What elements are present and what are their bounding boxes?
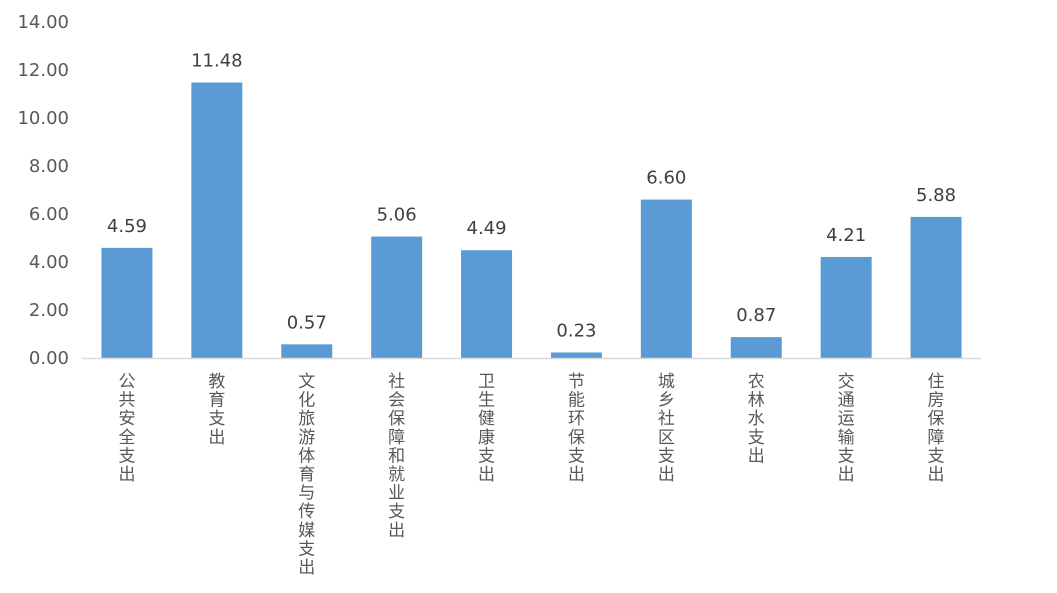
bar [820,256,872,358]
category-label: 公共安全支出 [118,372,135,485]
bar [640,199,692,358]
bar [730,337,782,358]
data-label: 5.88 [916,185,956,206]
bar-series [101,82,962,358]
bar [461,250,513,358]
category-label: 节能环保支出 [568,372,585,485]
category-label: 交通运输支出 [838,372,855,485]
data-label: 0.87 [736,305,776,326]
data-label: 6.60 [646,168,686,189]
y-tick-label: 12.00 [17,60,69,81]
category-label: 农林水支出 [748,372,765,466]
category-label: 教育支出 [208,372,225,448]
bar [550,352,602,358]
category-label: 住房保障支出 [928,372,945,485]
x-axis-category-labels: 公共安全支出 教育支出 文化旅游体育与传媒支出 社会保障和就业支出 卫生健康支出 节能环保… [118,372,944,578]
y-tick-label: 10.00 [17,108,69,129]
y-tick-label: 6.00 [29,204,69,225]
data-label: 4.21 [826,225,866,246]
y-tick-label: 2.00 [29,300,69,321]
data-label: 0.23 [556,320,596,341]
bar [371,236,423,358]
data-label: 5.06 [377,205,417,226]
y-tick-label: 8.00 [29,156,69,177]
bar [191,82,243,358]
data-label: 4.49 [467,218,507,239]
bar [910,216,962,358]
data-label: 11.48 [191,50,243,71]
bar [281,344,333,358]
category-label: 社会保障和就业支出 [388,372,405,541]
bar [101,247,153,358]
data-label: 4.59 [107,216,147,237]
data-label: 0.57 [287,312,327,333]
category-label: 城乡社区支出 [658,372,675,485]
y-tick-label: 4.00 [29,252,69,273]
category-label: 卫生健康支出 [478,372,495,485]
y-axis-tick-labels: 0.00 2.00 4.00 6.00 8.00 10.00 12.00 14.00 [17,12,69,369]
y-tick-label: 14.00 [17,12,69,33]
data-labels: 4.59 11.48 0.57 5.06 4.49 0.23 6.60 0.87 4.21 5.8… [107,50,956,341]
y-tick-label: 0.00 [29,348,69,369]
category-label: 文化旅游体育与传媒支出 [298,372,315,578]
